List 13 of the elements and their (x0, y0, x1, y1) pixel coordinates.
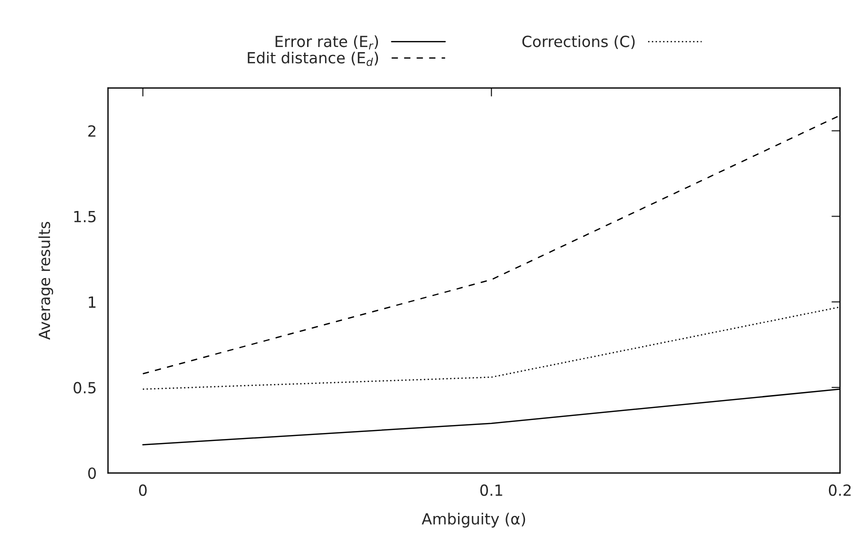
y-tick-label: 2 (88, 125, 96, 137)
x-axis-title: Ambiguity (α) (422, 512, 526, 528)
legend-label: Edit distance (E$_{d}$) (248, 52, 378, 66)
y-tick-label: 0 (88, 467, 96, 480)
y-tick-label: 1 (88, 296, 96, 308)
y-axis-title: Average results (38, 222, 54, 340)
x-tick-label: 0 (139, 484, 147, 496)
x-tick-label: 0.2 (828, 484, 851, 496)
legend-label: Corrections (C) (522, 35, 635, 50)
legend-label: Error rate (E$_{r}$) (276, 35, 378, 50)
y-tick-label: 0.5 (74, 382, 96, 394)
x-tick-label: 0.1 (480, 484, 502, 496)
y-tick-label: 1.5 (74, 211, 96, 222)
